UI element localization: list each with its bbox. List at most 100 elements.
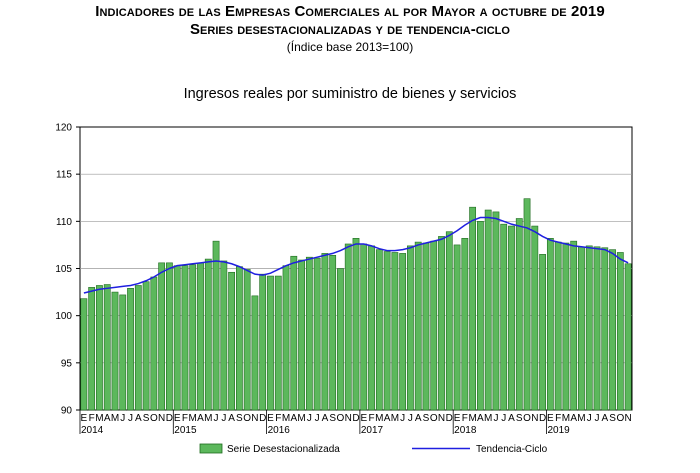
bar	[477, 221, 484, 411]
x-month-label: M	[282, 413, 290, 424]
x-year-label: 2018	[454, 425, 477, 436]
bar	[414, 241, 422, 411]
bar	[142, 281, 150, 411]
x-year-label: 2019	[547, 425, 570, 436]
bar	[609, 249, 616, 411]
bar	[158, 262, 166, 411]
bar	[554, 241, 562, 411]
x-month-label: O	[523, 413, 531, 424]
bar	[337, 268, 344, 411]
bar	[181, 265, 189, 411]
bar	[267, 275, 274, 411]
bar	[251, 295, 259, 411]
bar	[298, 259, 305, 411]
x-month-label: S	[143, 413, 150, 424]
bar	[134, 285, 142, 411]
bar	[508, 225, 515, 411]
x-month-label: F	[368, 413, 374, 424]
x-month-label: J	[408, 413, 413, 424]
bar	[282, 265, 290, 411]
page-title: Indicadores de las Empresas Comerciales …	[95, 3, 605, 20]
x-month-label: A	[415, 413, 422, 424]
x-month-label: J	[307, 413, 312, 424]
x-month-label: A	[570, 413, 577, 424]
y-tick-label: 120	[55, 123, 72, 134]
bar	[523, 198, 531, 411]
x-month-label: O	[430, 413, 438, 424]
x-month-label: O	[150, 413, 158, 424]
x-year-label: 2017	[361, 425, 384, 436]
bar	[96, 285, 103, 411]
bar	[593, 246, 601, 411]
bar	[360, 243, 368, 411]
x-month-label: N	[624, 413, 631, 424]
x-month-label: N	[438, 413, 445, 424]
x-month-label: J	[221, 413, 226, 424]
bar	[173, 265, 181, 411]
x-month-label: M	[375, 413, 383, 424]
x-month-label: S	[329, 413, 336, 424]
bar	[407, 245, 414, 411]
legend-bar-swatch	[199, 443, 223, 454]
bar	[119, 294, 127, 411]
x-month-label: E	[547, 413, 554, 424]
bar	[103, 284, 111, 411]
bar	[515, 218, 523, 411]
bar	[422, 242, 430, 411]
x-month-label: J	[214, 413, 219, 424]
bar	[259, 273, 267, 411]
bar	[290, 255, 298, 411]
x-month-label: M	[297, 413, 305, 424]
x-month-label: M	[577, 413, 585, 424]
x-month-label: D	[352, 413, 359, 424]
x-month-label: M	[189, 413, 197, 424]
x-month-label: A	[197, 413, 204, 424]
x-month-label: F	[182, 413, 188, 424]
bar	[344, 243, 352, 411]
bar	[492, 211, 500, 411]
x-month-label: A	[322, 413, 329, 424]
bar	[375, 249, 383, 411]
bar	[235, 266, 243, 411]
bar	[243, 269, 251, 411]
legend-bar-label: Serie Desestacionalizada	[227, 444, 340, 455]
bar	[391, 252, 399, 411]
x-month-label: M	[95, 413, 103, 424]
bar	[453, 244, 461, 411]
bar	[430, 240, 438, 411]
bar	[220, 260, 228, 411]
x-month-label: E	[454, 413, 461, 424]
bar	[616, 252, 624, 411]
x-month-label: S	[423, 413, 430, 424]
trend-line	[83, 216, 629, 294]
x-month-label: F	[89, 413, 95, 424]
x-month-label: F	[555, 413, 561, 424]
x-month-label: D	[259, 413, 266, 424]
y-tick-label: 110	[56, 217, 72, 228]
x-month-label: J	[501, 413, 506, 424]
bar	[150, 276, 158, 411]
x-month-label: O	[616, 413, 624, 424]
x-month-label: A	[228, 413, 235, 424]
x-month-label: A	[477, 413, 484, 424]
bar	[368, 245, 375, 411]
bar	[461, 238, 469, 411]
x-month-label: N	[531, 413, 538, 424]
y-tick-label: 90	[61, 406, 73, 417]
bar	[585, 245, 593, 411]
x-month-label: A	[104, 413, 111, 424]
y-axis: 90 95 100 105 110 115 120	[55, 123, 80, 417]
legend-line-label: Tendencia-Ciclo	[476, 444, 548, 455]
y-tick-label: 115	[56, 170, 72, 181]
x-month-label: O	[243, 413, 251, 424]
x-month-label: J	[400, 413, 405, 424]
x-month-label: A	[135, 413, 142, 424]
bar	[570, 240, 578, 411]
x-month-label: N	[345, 413, 352, 424]
x-month-label: M	[111, 413, 119, 424]
bar	[445, 231, 453, 411]
x-month-label: M	[204, 413, 212, 424]
y-tick-label: 100	[55, 311, 72, 322]
x-month-label: J	[595, 413, 600, 424]
